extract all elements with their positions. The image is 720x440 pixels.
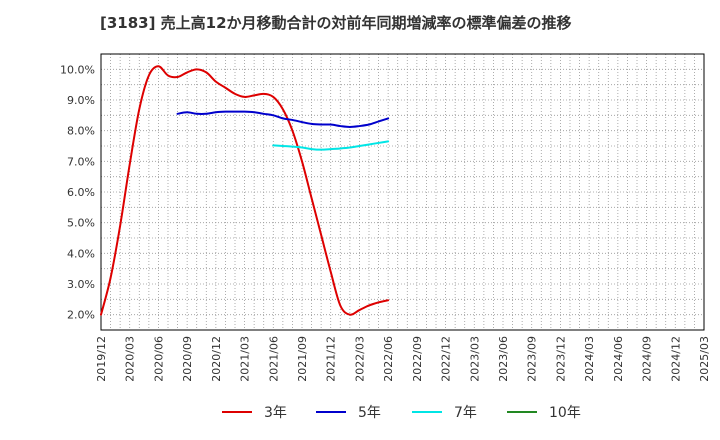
x-tick-label: 2020/09 xyxy=(181,336,194,382)
x-axis: 2019/12 2020/03 2020/06 2020/09 2020/12 2021/… xyxy=(95,336,711,382)
x-tick-label: 2024/06 xyxy=(612,336,625,382)
x-tick-label: 2025/03 xyxy=(698,336,711,382)
legend-label-0: 3年 xyxy=(264,405,287,421)
y-tick-label: 7.0% xyxy=(67,155,95,168)
y-tick-label: 3.0% xyxy=(67,278,95,291)
x-tick-label: 2024/03 xyxy=(583,336,596,382)
chart-title: [3183] 売上高12か月移動合計の対前年同期増減率の標準偏差の推移 xyxy=(100,14,572,32)
x-tick-label: 2021/12 xyxy=(325,336,338,382)
y-tick-label: 9.0% xyxy=(67,94,95,107)
x-tick-label: 2022/09 xyxy=(411,336,424,382)
y-tick-label: 4.0% xyxy=(67,247,95,260)
x-tick-label: 2021/03 xyxy=(239,336,252,382)
y-axis: 2.0% 3.0% 4.0% 5.0% 6.0% 7.0% 8.0% 9.0% 10.0% xyxy=(60,63,95,321)
legend: 3年 5年 7年 10年 xyxy=(222,405,581,421)
series-line-2 xyxy=(272,140,390,151)
y-tick-label: 5.0% xyxy=(67,217,95,230)
x-tick-label: 2020/06 xyxy=(152,336,165,382)
legend-label-3: 10年 xyxy=(549,405,581,421)
x-tick-label: 2022/03 xyxy=(353,336,366,382)
x-tick-label: 2022/06 xyxy=(382,336,395,382)
series-line-1 xyxy=(176,110,390,128)
x-tick-label: 2021/09 xyxy=(296,336,309,382)
x-tick-label: 2024/09 xyxy=(641,336,654,382)
plot-frame xyxy=(100,53,705,331)
y-tick-label: 2.0% xyxy=(67,309,95,322)
x-tick-label: 2023/06 xyxy=(497,336,510,382)
y-tick-label: 8.0% xyxy=(67,125,95,138)
y-tick-label: 6.0% xyxy=(67,186,95,199)
x-tick-label: 2020/03 xyxy=(124,336,137,382)
x-tick-label: 2020/12 xyxy=(210,336,223,382)
x-tick-label: 2023/03 xyxy=(468,336,481,382)
series-layer xyxy=(100,65,390,316)
grid-layer xyxy=(101,54,704,330)
legend-label-2: 7年 xyxy=(454,405,477,421)
x-tick-label: 2019/12 xyxy=(95,336,108,382)
series-line-0 xyxy=(100,65,390,316)
y-tick-label: 10.0% xyxy=(60,63,95,76)
x-tick-label: 2022/12 xyxy=(440,336,453,382)
x-tick-label: 2023/09 xyxy=(526,336,539,382)
x-tick-label: 2023/12 xyxy=(554,336,567,382)
x-tick-label: 2024/12 xyxy=(669,336,682,382)
x-tick-label: 2021/06 xyxy=(267,336,280,382)
legend-label-1: 5年 xyxy=(358,405,381,421)
